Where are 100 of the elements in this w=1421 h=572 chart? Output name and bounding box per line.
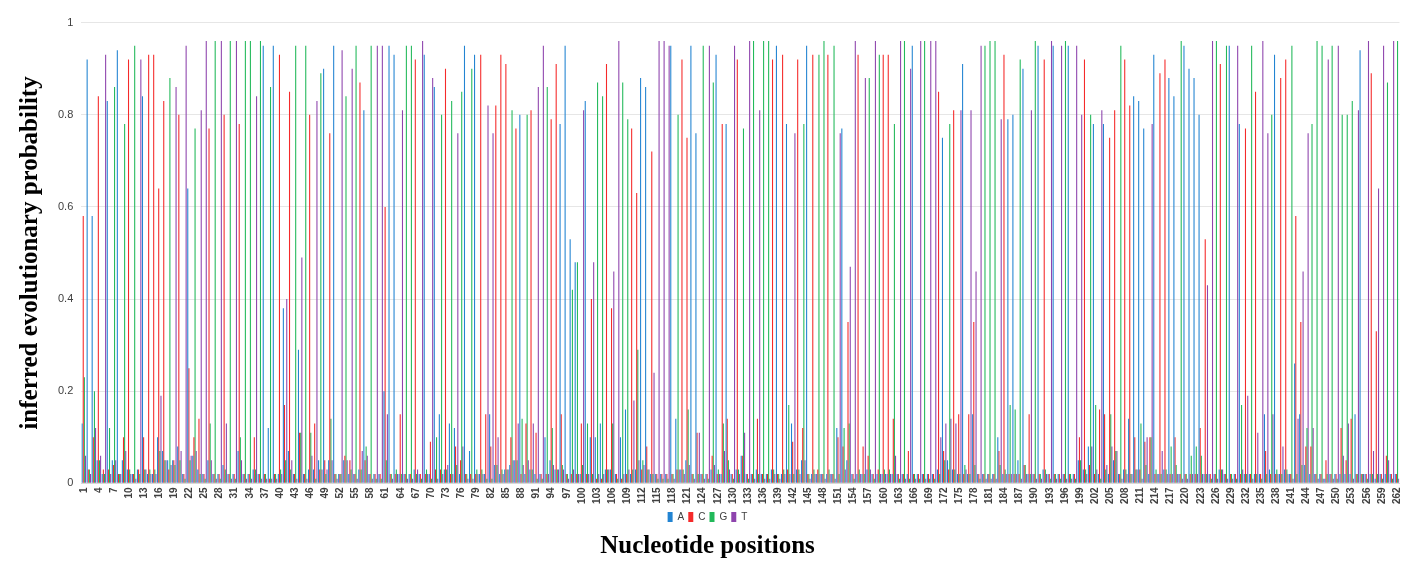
x-tick-label: 19: [168, 486, 180, 499]
x-tick-label: 1: [77, 486, 89, 493]
x-tick-label: 112: [636, 486, 648, 504]
x-tick-label: 103: [590, 486, 602, 504]
x-tick-label: 163: [892, 486, 904, 504]
x-tick-label: 130: [726, 486, 738, 504]
x-tick-label: 70: [424, 486, 436, 499]
x-tick-label: 43: [288, 486, 300, 499]
x-tick-label: 223: [1194, 486, 1206, 504]
x-tick-label: 52: [334, 486, 346, 499]
x-tick-label: 259: [1375, 486, 1387, 504]
x-tick-label: 226: [1209, 486, 1221, 504]
x-tick-label: 250: [1330, 486, 1342, 504]
x-tick-label: 22: [183, 486, 195, 499]
y-tick-label: 1: [67, 15, 74, 28]
x-tick-label: 181: [983, 486, 995, 504]
x-tick-label: 208: [1119, 486, 1131, 504]
x-tick-label: 178: [968, 486, 980, 504]
x-tick-label: 82: [485, 486, 497, 499]
x-tick-label: 28: [213, 486, 225, 499]
x-tick-label: 160: [877, 486, 889, 504]
x-tick-label: 55: [349, 486, 361, 499]
x-tick-label: 121: [681, 486, 693, 504]
x-tick-label: 115: [651, 486, 663, 504]
x-tick-label: 232: [1239, 486, 1251, 504]
x-tick-label: 46: [303, 486, 315, 499]
y-tick-label: 0.2: [57, 384, 74, 397]
x-tick-label: 34: [243, 486, 255, 499]
x-tick-label: 127: [711, 486, 723, 504]
y-axis-title: inferred evolutionary probability: [15, 75, 43, 430]
x-tick-label: 202: [1088, 486, 1100, 504]
x-tick-label: 142: [786, 486, 798, 504]
x-tick-label: 196: [1058, 486, 1070, 504]
x-tick-label: 151: [832, 486, 844, 504]
x-tick-label: 40: [273, 486, 285, 499]
x-tick-label: 256: [1360, 486, 1372, 504]
x-tick-label: 109: [620, 486, 632, 504]
x-tick-label: 124: [696, 486, 708, 504]
x-tick-label: 175: [953, 486, 965, 504]
x-tick-label: 7: [107, 486, 119, 493]
y-tick-label: 0: [67, 476, 74, 489]
x-tick-label: 25: [198, 486, 210, 499]
x-tick-label: 88: [515, 486, 527, 499]
x-tick-label: 187: [1013, 486, 1025, 504]
x-tick-label: 100: [575, 486, 587, 504]
x-tick-label: 241: [1285, 486, 1297, 504]
x-tick-label: 148: [817, 486, 829, 504]
x-tick-label: 145: [802, 486, 814, 504]
x-tick-label: 199: [1073, 486, 1085, 504]
x-tick-label: 184: [998, 486, 1010, 504]
x-tick-label: 10: [122, 486, 134, 499]
x-tick-label: 172: [937, 486, 949, 504]
x-tick-label: 118: [666, 486, 678, 504]
x-tick-label: 190: [1028, 486, 1040, 504]
x-tick-label: 61: [379, 486, 391, 499]
x-tick-label: 211: [1134, 486, 1146, 504]
x-tick-label: 85: [500, 486, 512, 499]
x-tick-label: 166: [907, 486, 919, 504]
x-tick-label: 76: [454, 486, 466, 499]
legend-label: A: [677, 510, 685, 522]
x-tick-label: 31: [228, 486, 240, 499]
x-tick-label: 37: [258, 486, 270, 499]
x-tick-label: 94: [545, 486, 557, 499]
x-tick-label: 169: [922, 486, 934, 504]
x-tick-label: 220: [1179, 486, 1191, 504]
x-axis-title: Nucleotide positions: [600, 531, 816, 559]
x-tick-label: 154: [847, 486, 859, 504]
x-tick-label: 91: [530, 486, 542, 499]
x-tick-label: 205: [1103, 486, 1115, 504]
x-tick-label: 139: [771, 486, 783, 504]
x-tick-label: 193: [1043, 486, 1055, 504]
x-tick-label: 64: [394, 486, 406, 499]
x-tick-label: 16: [153, 486, 165, 499]
x-tick-label: 253: [1345, 486, 1357, 504]
x-tick-label: 229: [1224, 486, 1236, 504]
x-tick-label: 97: [560, 486, 572, 499]
x-tick-label: 157: [862, 486, 874, 504]
legend-label: T: [741, 510, 748, 522]
x-tick-label: 136: [756, 486, 768, 504]
x-tick-label: 106: [605, 486, 617, 504]
x-tick-label: 244: [1300, 486, 1312, 504]
y-tick-label: 0.6: [57, 199, 74, 212]
x-tick-label: 73: [439, 486, 451, 499]
legend-label: G: [719, 510, 728, 522]
x-tick-label: 58: [364, 486, 376, 499]
x-tick-label: 235: [1254, 486, 1266, 504]
legend-label: C: [698, 510, 706, 522]
x-tick-label: 217: [1164, 486, 1176, 504]
x-tick-label: 13: [137, 486, 149, 499]
x-tick-label: 49: [319, 486, 331, 499]
x-tick-label: 247: [1315, 486, 1327, 504]
x-tick-label: 238: [1269, 486, 1281, 504]
x-tick-label: 79: [470, 486, 481, 499]
x-tick-label: 262: [1390, 486, 1402, 504]
x-tick-label: 67: [409, 486, 421, 499]
y-tick-label: 0.8: [57, 107, 74, 120]
x-tick-label: 133: [741, 486, 753, 504]
x-tick-label: 214: [1149, 486, 1161, 504]
x-tick-label: 4: [92, 486, 104, 493]
y-tick-label: 0.4: [57, 292, 74, 305]
